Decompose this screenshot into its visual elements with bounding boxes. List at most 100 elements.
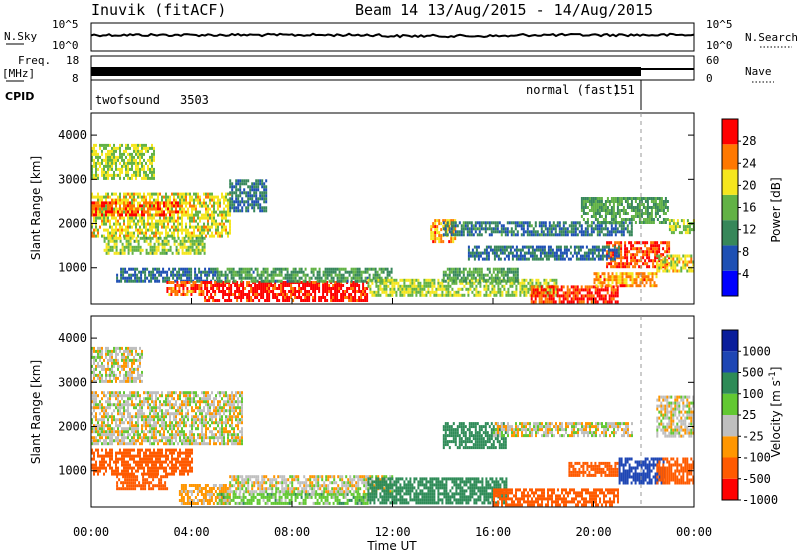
power-colorbar: 4 8 12 16 20 24 28 (721, 118, 756, 297)
velocity-colorbar-swatch-5 (722, 372, 738, 394)
velocity-region-6 (367, 477, 508, 505)
power-colorbar-tick-label-4: 4 (742, 267, 749, 281)
power-region-5 (204, 281, 369, 302)
velocity-region-14 (91, 346, 143, 383)
nsky-trace (90, 32, 695, 39)
velocity-region-9 (493, 422, 633, 438)
y-tick-label-2000: 2000 (58, 420, 87, 434)
power-colorbar-swatch-4 (722, 169, 738, 195)
x-tick-label-5: 20:00 (575, 525, 611, 539)
power-colorbar-tick-label-20: 20 (742, 178, 756, 192)
station-title: Inuvik (fitACF) (91, 1, 226, 19)
velocity-colorbar-swatch-3 (722, 415, 738, 437)
cpid-segment-2-name: normal (fast) (526, 83, 620, 97)
nave-tick-high: 60 (706, 54, 719, 67)
velocity-region-8 (442, 422, 507, 450)
power-colorbar-swatch-2 (722, 220, 738, 246)
beam-date-title: Beam 14 13/Aug/2015 - 14/Aug/2015 (355, 1, 653, 19)
x-tick-label-0: 00:00 (73, 525, 109, 539)
nsky-tick-high: 10^5 (52, 18, 79, 31)
power-region-15 (580, 197, 669, 224)
velocity-colorbar-tick-label-6: -500 (742, 472, 771, 486)
power-region-7 (367, 278, 558, 297)
power-colorbar-swatch-6 (722, 119, 738, 145)
velocity-colorbar-swatch-7 (722, 330, 738, 352)
power-region-2 (103, 236, 206, 255)
power-colorbar-tick-label-12: 12 (742, 223, 756, 237)
velocity-colorbar-tick-label-4: -25 (742, 429, 764, 443)
power-region-14 (467, 245, 620, 261)
velocity-colorbar-tick-label-3: 25 (742, 408, 756, 422)
x-tick-label-3: 12:00 (374, 525, 410, 539)
nsearch-label: N.Search (745, 31, 798, 44)
power-colorbar-tick-label-24: 24 (742, 156, 756, 170)
nsky-strip-frame (90, 22, 695, 52)
power-region-3 (116, 267, 219, 283)
power-colorbar-tick-label-16: 16 (742, 201, 756, 215)
y-tick-label-2000: 2000 (58, 217, 87, 231)
velocity-colorbar-tick-label-0: 1000 (742, 344, 771, 358)
y-tick-label-3000: 3000 (58, 172, 87, 186)
velocity-colorbar-swatch-4 (722, 393, 738, 415)
velocity-colorbar-tick-label-2: 100 (742, 387, 764, 401)
power-ylabel: Slant Range [km] (29, 156, 43, 260)
velocity-region-1 (91, 448, 193, 476)
freq-label: Freq. (18, 54, 51, 67)
power-region-17 (668, 219, 695, 235)
freq-unit: [MHz] (2, 67, 35, 80)
x-tick-label-2: 08:00 (274, 525, 310, 539)
nsky-tick-low: 10^0 (52, 39, 79, 52)
x-tick-label-1: 04:00 (173, 525, 209, 539)
velocity-region-7 (493, 488, 619, 507)
power-region-19 (229, 179, 268, 213)
power-region-1 (91, 201, 179, 217)
velocity-ylabel: Slant Range [km] (29, 360, 43, 464)
power-colorbar-swatch-1 (722, 245, 738, 271)
power-heatmap (91, 143, 695, 304)
nsearch-tick-low: 10^0 (706, 39, 733, 52)
freq-tick-low: 8 (72, 72, 79, 85)
y-tick-label-4000: 4000 (58, 128, 87, 142)
power-region-10 (593, 272, 658, 288)
cpid-segment-1-id: 3503 (180, 93, 209, 107)
velocity-region-2 (116, 475, 169, 491)
power-colorbar-tick-label-8: 8 (742, 245, 749, 259)
velocity-colorbar-swatch-6 (722, 351, 738, 373)
velocity-colorbar: 1000 500 100 25 -25 -100 -500 -1000 (721, 329, 778, 507)
time-xlabel: Time UT (366, 539, 417, 553)
power-region-16 (656, 254, 695, 273)
power-region-13 (442, 221, 633, 237)
cpid-segment-1-name: twofsound (95, 93, 160, 107)
y-tick-label-3000: 3000 (58, 375, 87, 389)
power-region-8 (442, 267, 519, 283)
velocity-region-10 (568, 461, 621, 477)
y-tick-label-1000: 1000 (58, 464, 87, 478)
nave-tick-low: 0 (706, 72, 713, 85)
power-region-4 (166, 281, 205, 296)
cpid-label: CPID (5, 90, 34, 103)
power-colorbar-swatch-0 (722, 270, 738, 296)
power-region-9 (530, 285, 619, 304)
nsearch-tick-high: 10^5 (706, 18, 733, 31)
velocity-colorbar-label: Velocity [m s-1] (768, 367, 783, 458)
power-colorbar-swatch-3 (722, 194, 738, 221)
velocity-heatmap (91, 346, 695, 507)
y-tick-label-4000: 4000 (58, 331, 87, 345)
velocity-colorbar-tick-label-7: -1000 (742, 493, 778, 507)
y-tick-label-1000: 1000 (58, 261, 87, 275)
nsky-label: N.Sky (4, 30, 37, 43)
power-colorbar-swatch-5 (722, 144, 738, 170)
power-colorbar-tick-label-28: 28 (742, 134, 756, 148)
freq-tick-high: 18 (66, 54, 79, 67)
power-region-6 (216, 267, 393, 283)
time-x-axis: 00:00 04:00 08:00 12:00 16:00 20:00 00:00 (73, 113, 712, 539)
velocity-region-12 (656, 457, 695, 485)
nave-label: Nave (745, 65, 772, 78)
velocity-region-4 (216, 492, 369, 505)
x-tick-label-4: 16:00 (475, 525, 511, 539)
velocity-region-0 (91, 391, 243, 446)
velocity-region-13 (656, 395, 695, 438)
x-tick-label-6: 00:00 (676, 525, 712, 539)
